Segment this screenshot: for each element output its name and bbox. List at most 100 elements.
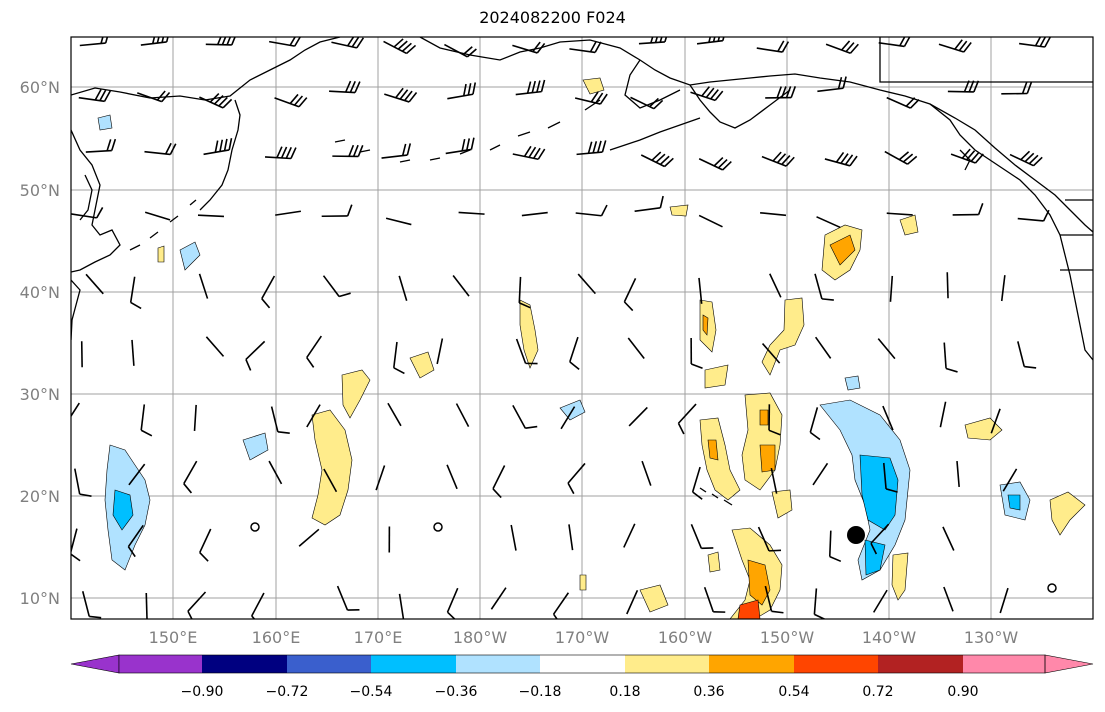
- wind-barb-feather: [351, 37, 360, 48]
- wind-barb-feather: [492, 488, 502, 499]
- colorbar-tick-label: −0.18: [519, 684, 562, 700]
- wind-barb-feather: [970, 151, 980, 162]
- wind-barb-feather: [898, 151, 910, 161]
- wind-barb: [568, 524, 574, 551]
- wind-barb-feather: [536, 42, 546, 54]
- wind-barb: [770, 467, 778, 494]
- wind-barb-feather: [705, 87, 715, 98]
- contour-fills: [97, 77, 1086, 619]
- wind-barb-feather: [393, 367, 405, 375]
- wind-barb-feather: [592, 141, 598, 154]
- calm-wind-marker: [433, 522, 443, 532]
- wind-barb: [677, 403, 697, 424]
- wind-barb: [455, 403, 470, 427]
- lon-label: 170°E: [354, 628, 403, 647]
- wind-barb-feather: [79, 493, 92, 497]
- wind-barb-feather: [835, 151, 845, 163]
- lon-label: 150°E: [149, 628, 198, 647]
- colorbar-tick-label: 0.36: [693, 684, 724, 700]
- colorbar-labels: −0.90 −0.72 −0.54 −0.36 −0.18 0.18 0.36 …: [181, 684, 979, 700]
- wind-barb-feather: [710, 89, 719, 100]
- wind-barb-feather: [595, 92, 604, 104]
- wind-barb-feather: [231, 37, 236, 46]
- wind-barb-feather: [518, 302, 531, 309]
- wind-barb-feather: [140, 429, 153, 437]
- map-title: 2024082200 F024: [479, 8, 626, 27]
- wind-barb-feather: [532, 147, 541, 159]
- wind-barb-feather: [156, 90, 166, 101]
- wind-barb: [946, 272, 949, 299]
- wind-barb-feather: [523, 145, 532, 157]
- gridlines: [71, 37, 1093, 619]
- colorbar: [70, 654, 1094, 674]
- wind-barb-feather: [790, 86, 797, 98]
- wind-barb-feather: [531, 80, 536, 93]
- wind-barb-feather: [781, 155, 791, 165]
- colorbar-frame: [118, 654, 1046, 674]
- wind-barb-feather: [600, 204, 608, 217]
- wind-barb: [261, 275, 276, 300]
- wind-barb-feather: [164, 142, 172, 155]
- wind-barb-feather: [785, 86, 792, 98]
- wind-barb-feather: [462, 83, 467, 96]
- wind-barb: [627, 337, 645, 359]
- colorbar-extend-min: [70, 654, 120, 674]
- wind-barb-feather: [96, 207, 104, 219]
- wind-barb-feather: [768, 429, 781, 436]
- wind-barb: [306, 335, 323, 358]
- lat-label: 50°N: [20, 181, 60, 200]
- wind-barb-feather: [462, 46, 473, 56]
- wind-barb: [691, 466, 701, 493]
- wind-barb-feather: [404, 90, 413, 102]
- wind-barb-feather: [654, 37, 659, 43]
- wind-barb-feather: [837, 76, 843, 89]
- wind-barb-feather: [961, 148, 971, 159]
- wind-barb-feather: [599, 93, 608, 105]
- wind-barb-feather: [785, 156, 795, 167]
- wind-barb-feather: [111, 138, 117, 151]
- wind-barb: [872, 589, 888, 613]
- wind-barb: [336, 585, 349, 611]
- wind-barb-feather: [809, 431, 821, 441]
- wind-barb-feather: [354, 81, 361, 93]
- wind-barb-feather: [344, 80, 352, 93]
- wind-barb-feather: [89, 615, 102, 619]
- wind-barb: [199, 528, 212, 553]
- wind-barb-feather: [977, 203, 984, 215]
- wind-barb-feather: [467, 83, 472, 96]
- wind-barb-feather: [466, 138, 471, 151]
- wind-barb-feather: [653, 99, 664, 110]
- wind-barb: [323, 468, 338, 493]
- wind-barb-feather: [1024, 152, 1035, 163]
- wind-barb: [127, 524, 144, 548]
- wind-barb-feather: [338, 292, 351, 298]
- wind-barb-feather: [349, 80, 356, 93]
- lon-label: 130°W: [964, 628, 1019, 647]
- wind-barb-feather: [623, 301, 634, 312]
- wind-barb: [943, 342, 947, 369]
- wind-barb-feather: [722, 37, 725, 41]
- wind-barb-feather: [214, 94, 224, 105]
- colorbar-tick-label: −0.36: [435, 684, 478, 700]
- wind-barb: [198, 273, 209, 299]
- wind-barb: [943, 586, 954, 612]
- wind-barb: [626, 589, 639, 615]
- wind-barb: [1017, 217, 1044, 222]
- wind-barb-feather: [408, 92, 418, 103]
- wind-barb: [197, 214, 225, 218]
- map-frame: [70, 36, 1094, 620]
- wind-barb-feather: [1021, 82, 1028, 94]
- wind-barb-feather: [845, 42, 855, 53]
- wind-barb: [886, 212, 913, 216]
- wind-barb-feather: [717, 159, 728, 169]
- wind-barb: [71, 402, 80, 418]
- wind-barb: [1002, 468, 1018, 492]
- colorbar-tick-label: −0.54: [350, 684, 393, 700]
- wind-barb-feather: [526, 81, 532, 94]
- wind-barb: [809, 407, 819, 433]
- wind-barb-feather: [567, 482, 575, 495]
- wind-barb-feather: [691, 363, 703, 369]
- wind-barb: [490, 587, 507, 610]
- wind-barb: [74, 468, 81, 495]
- colorbar-segment: [963, 655, 1045, 673]
